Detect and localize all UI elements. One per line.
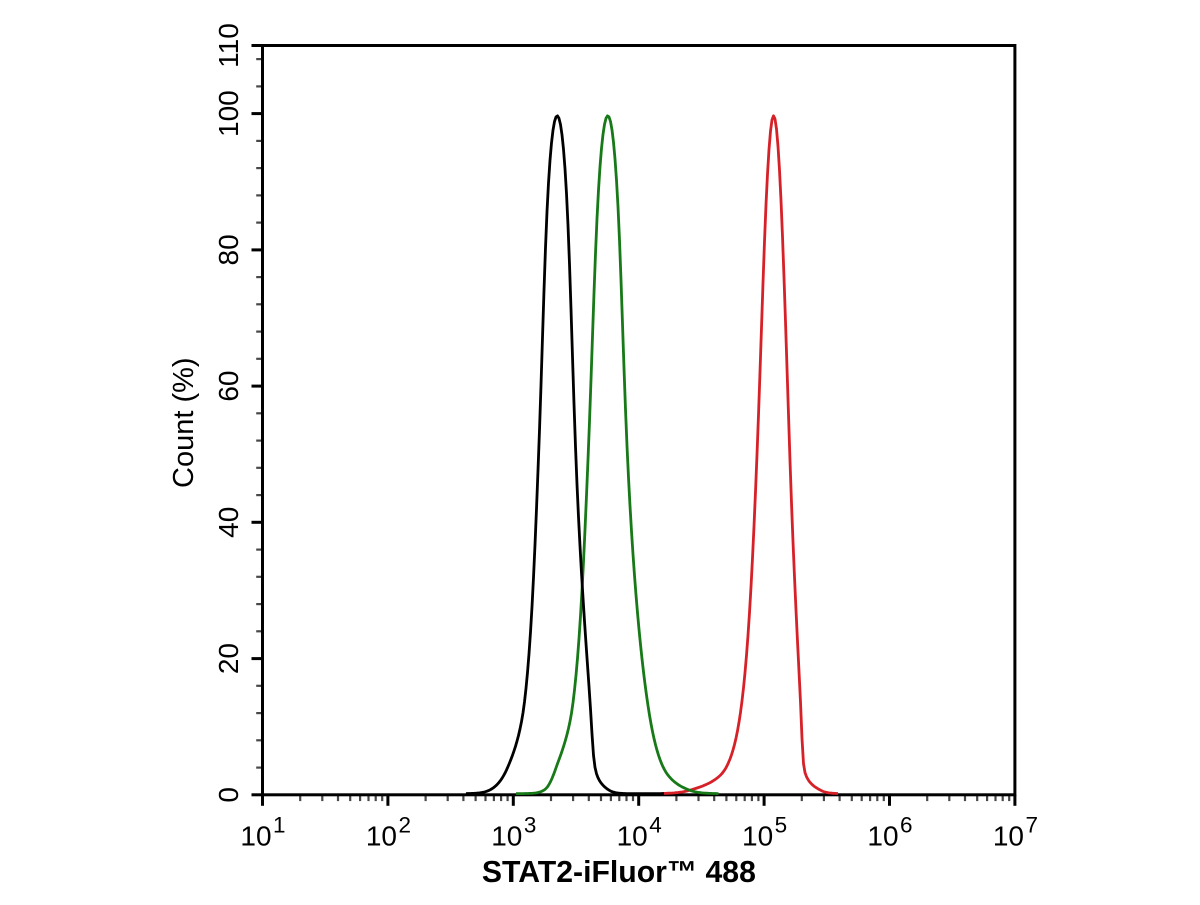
svg-text:STAT2-iFluor™ 488: STAT2-iFluor™ 488 <box>482 856 756 889</box>
svg-text:4: 4 <box>649 813 662 838</box>
svg-text:10: 10 <box>993 821 1024 852</box>
svg-text:110: 110 <box>213 23 244 68</box>
svg-text:60: 60 <box>213 371 244 402</box>
svg-text:10: 10 <box>491 821 522 852</box>
svg-text:7: 7 <box>1025 813 1038 838</box>
svg-text:2: 2 <box>398 813 411 838</box>
svg-text:1: 1 <box>273 813 286 838</box>
svg-text:80: 80 <box>213 234 244 265</box>
svg-text:Count (%): Count (%) <box>168 357 200 488</box>
svg-text:10: 10 <box>240 821 271 852</box>
svg-text:40: 40 <box>213 507 244 538</box>
svg-text:6: 6 <box>900 813 913 838</box>
svg-text:10: 10 <box>742 821 773 852</box>
svg-text:3: 3 <box>524 813 537 838</box>
svg-text:100: 100 <box>213 90 244 137</box>
svg-text:10: 10 <box>867 821 898 852</box>
svg-text:10: 10 <box>617 821 648 852</box>
svg-text:0: 0 <box>213 787 244 803</box>
svg-text:10: 10 <box>366 821 397 852</box>
svg-text:20: 20 <box>213 643 244 674</box>
svg-text:5: 5 <box>775 813 788 838</box>
